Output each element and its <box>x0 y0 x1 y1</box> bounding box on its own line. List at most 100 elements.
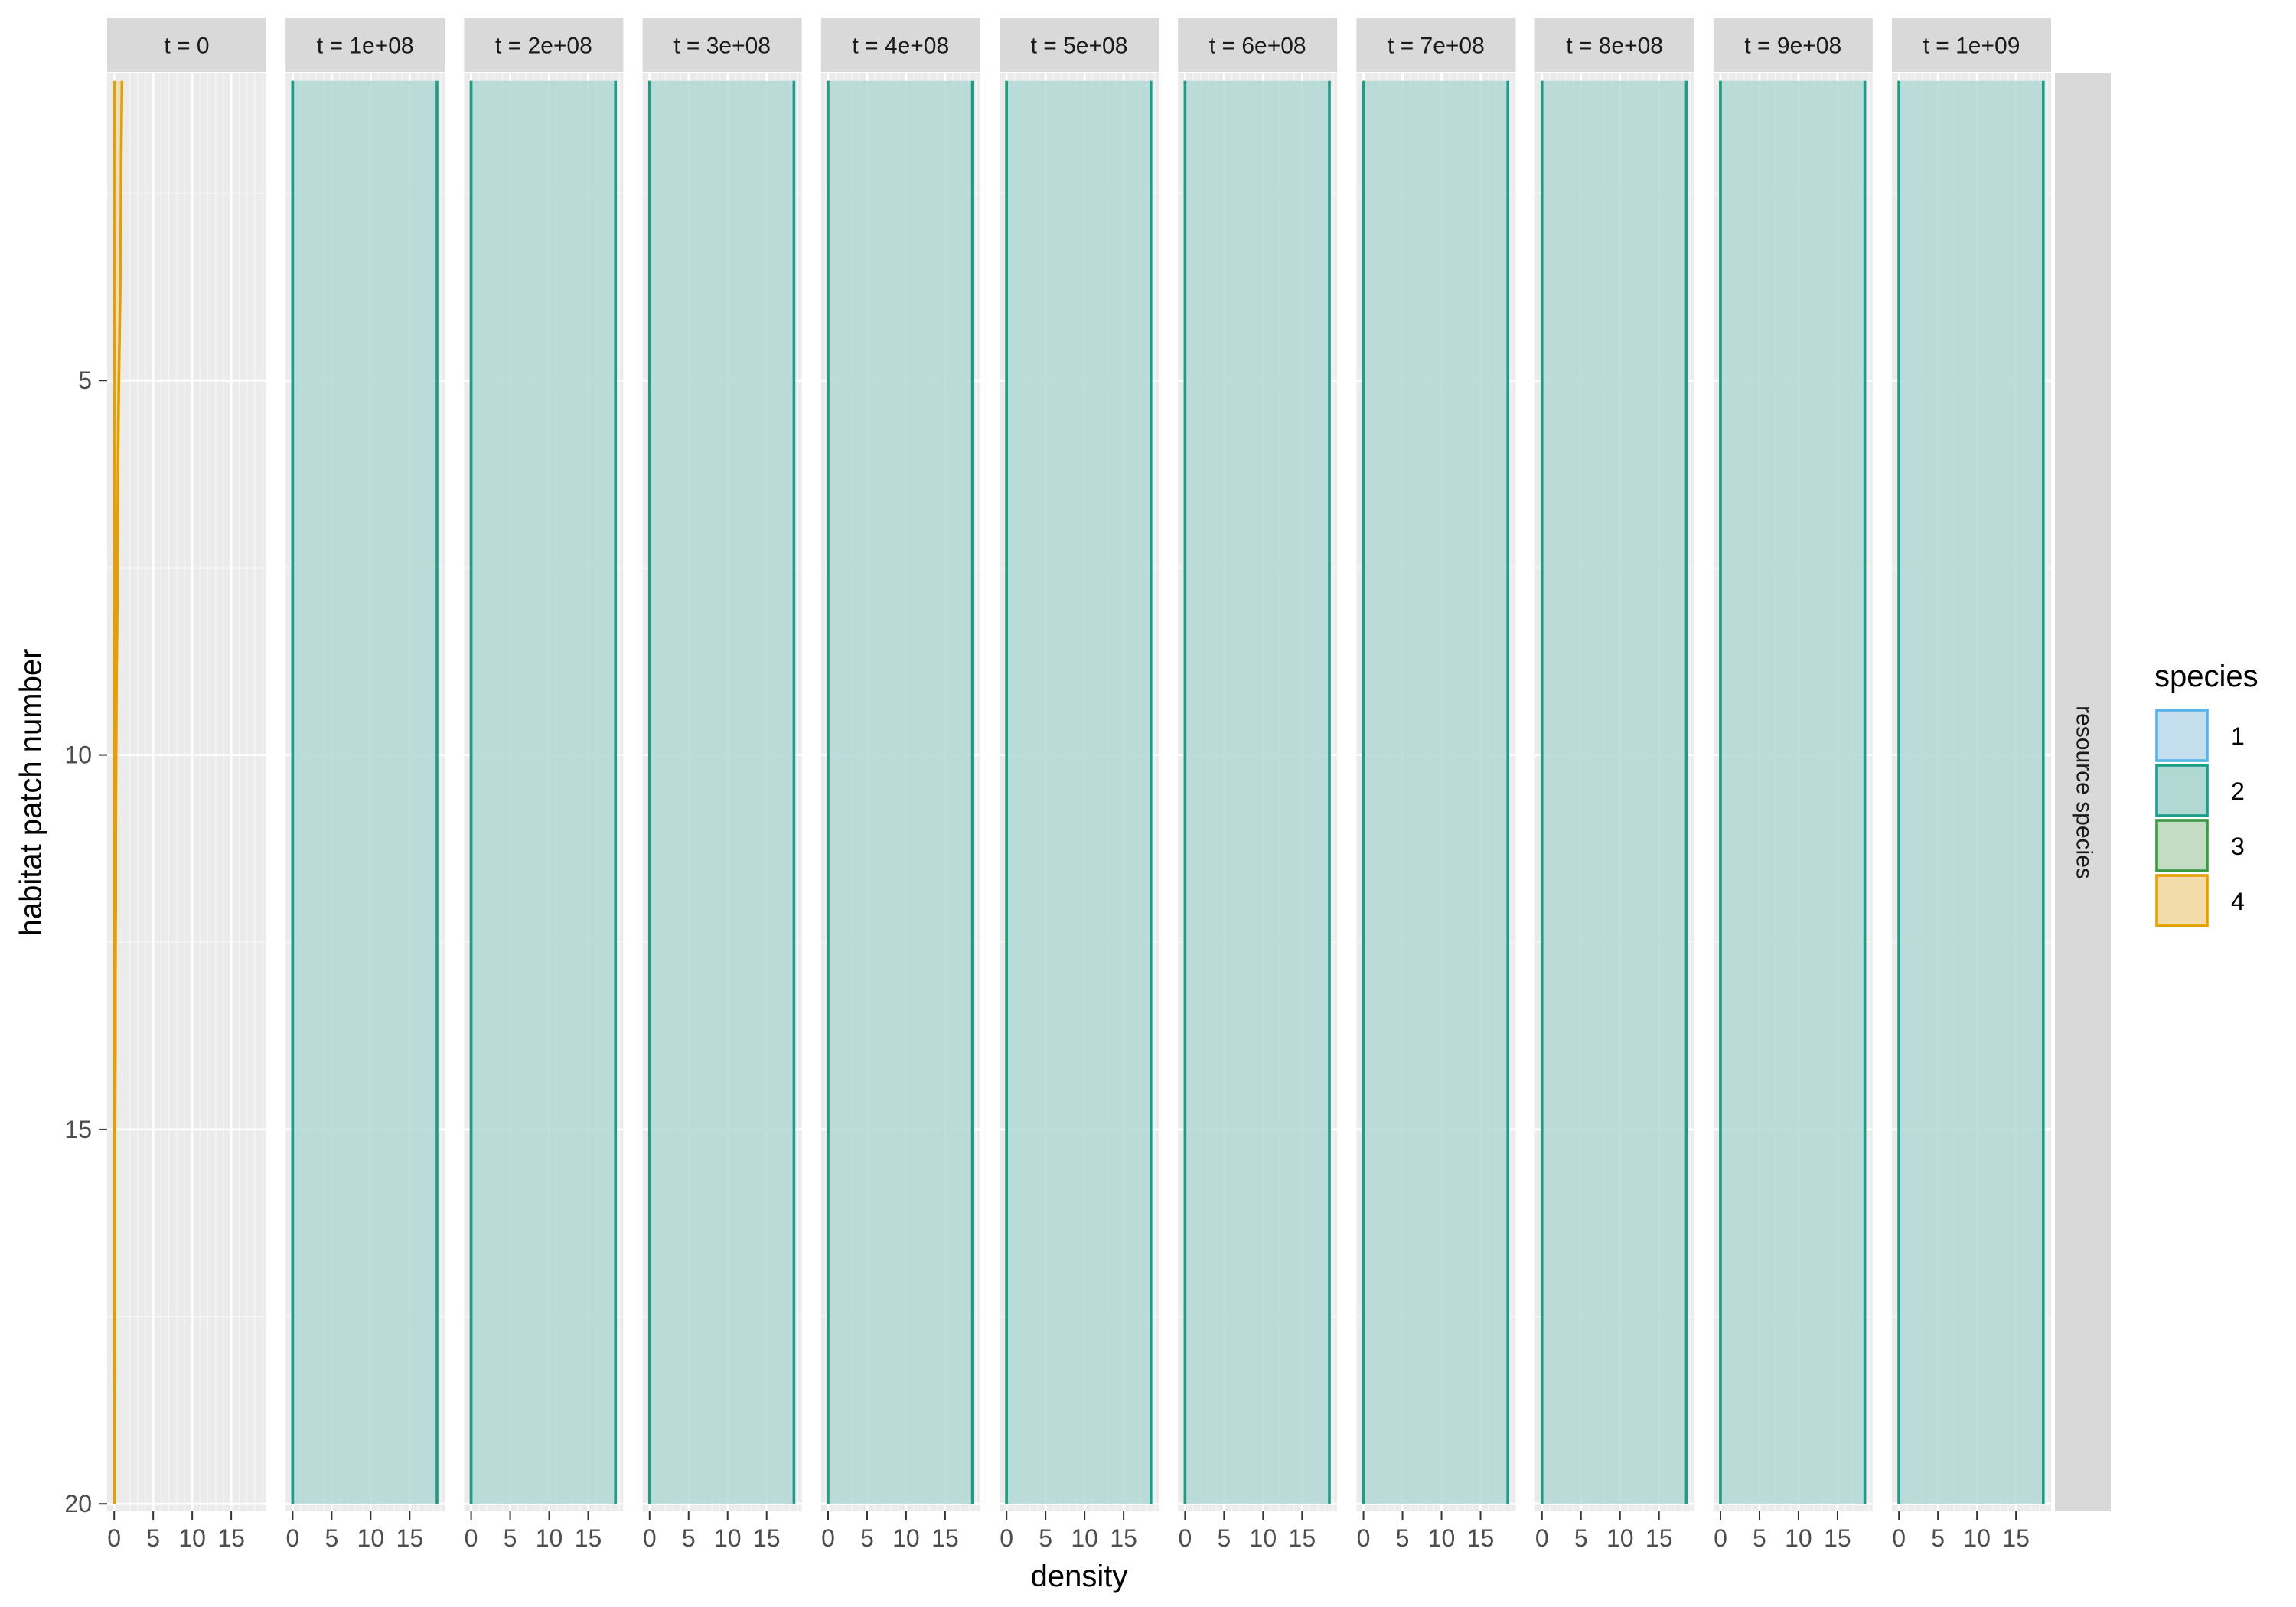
facet-strip <box>1534 18 1694 72</box>
legend-key-3: 3 <box>2155 819 2245 872</box>
x-tick-label: 5 <box>860 1524 874 1552</box>
facet-panels: t = 0 t = 1e+08 t = 2e+08 t = 3e+08 t = 4e+0… <box>107 18 2051 1511</box>
x-axis: 0 5 10 15 <box>821 1511 959 1552</box>
x-tick-label: 0 <box>465 1524 478 1552</box>
legend-label: 2 <box>2231 777 2245 805</box>
x-tick-label: 10 <box>1963 1524 1991 1552</box>
x-axis: 0 5 10 15 <box>107 1511 245 1552</box>
x-tick-label: 15 <box>217 1524 245 1552</box>
facet-strip <box>642 18 802 72</box>
species-2-area <box>1363 80 1508 1504</box>
facet-strip-label: t = 7e+08 <box>1388 34 1485 59</box>
x-tick-label: 15 <box>1110 1524 1137 1552</box>
facet-strip <box>1713 18 1873 72</box>
x-tick-label: 15 <box>1467 1524 1495 1552</box>
y-tick-label: 20 <box>64 1490 92 1517</box>
species-2-area <box>1006 80 1151 1504</box>
x-tick-label: 5 <box>1039 1524 1052 1552</box>
facet-panel: t = 5e+08 <box>1000 18 1159 1511</box>
x-tick-label: 10 <box>1606 1524 1634 1552</box>
x-axes: 0 5 10 15 0 5 10 15 0 5 10 15 0 5 10 15 0 5 10 15 0 5 10 15 0 5 10… <box>107 1511 2030 1552</box>
x-tick-label: 10 <box>714 1524 742 1552</box>
panel-background <box>107 73 266 1511</box>
x-axis: 0 5 10 15 <box>643 1511 781 1552</box>
x-tick-label: 0 <box>821 1524 835 1552</box>
x-tick-label: 0 <box>1178 1524 1192 1552</box>
facet-strip-label: t = 1e+08 <box>317 34 414 59</box>
x-tick-label: 5 <box>1574 1524 1588 1552</box>
species-2-area <box>471 80 616 1504</box>
row-strip-label: resource species <box>2072 706 2097 879</box>
x-tick-label: 5 <box>682 1524 696 1552</box>
facet-strip <box>1000 18 1159 72</box>
x-tick-label: 0 <box>1357 1524 1371 1552</box>
species-2-area <box>1720 80 1865 1504</box>
legend-key-1: 1 <box>2155 709 2245 762</box>
x-axis: 0 5 10 15 <box>1178 1511 1316 1552</box>
facet-strip-label: t = 1e+09 <box>1923 34 2020 59</box>
species-2-area <box>1541 80 1687 1504</box>
facet-panel: t = 1e+08 <box>285 18 445 1511</box>
facet-panel: t = 4e+08 <box>820 18 980 1511</box>
x-tick-label: 15 <box>2002 1524 2030 1552</box>
facet-strip-label: t = 5e+08 <box>1031 34 1128 59</box>
facet-strip <box>464 18 624 72</box>
facet-panel: t = 2e+08 <box>464 18 624 1511</box>
facet-panel: t = 1e+09 <box>1892 18 2051 1511</box>
x-axis: 0 5 10 15 <box>1535 1511 1673 1552</box>
y-tick-label: 15 <box>64 1116 92 1143</box>
x-tick-label: 5 <box>1753 1524 1766 1552</box>
x-axis: 0 5 10 15 <box>1714 1511 1851 1552</box>
facet-strip <box>1178 18 1338 72</box>
legend-label: 3 <box>2231 833 2245 860</box>
x-tick-label: 0 <box>643 1524 657 1552</box>
facet-strip-label: t = 3e+08 <box>673 34 771 59</box>
x-tick-label: 5 <box>1217 1524 1231 1552</box>
x-axis: 0 5 10 15 <box>285 1511 423 1552</box>
x-tick-label: 10 <box>1785 1524 1812 1552</box>
facet-strip-label: t = 8e+08 <box>1566 34 1663 59</box>
x-tick-label: 0 <box>1714 1524 1727 1552</box>
x-tick-label: 15 <box>1645 1524 1673 1552</box>
x-tick-label: 10 <box>1250 1524 1277 1552</box>
facet-strip <box>285 18 445 72</box>
facet-strip-label: t = 2e+08 <box>495 34 592 59</box>
facet-panel: t = 6e+08 <box>1178 18 1338 1511</box>
x-tick-label: 0 <box>1892 1524 1906 1552</box>
x-tick-label: 5 <box>1931 1524 1945 1552</box>
legend-label: 1 <box>2231 722 2245 750</box>
facet-panel: t = 3e+08 <box>642 18 802 1511</box>
species-2-area <box>649 80 794 1504</box>
x-tick-label: 5 <box>504 1524 517 1552</box>
x-tick-label: 15 <box>753 1524 781 1552</box>
legend-swatch <box>2155 709 2209 762</box>
y-tick-label: 10 <box>64 742 92 769</box>
x-tick-label: 5 <box>146 1524 160 1552</box>
y-tick-label: 5 <box>78 367 92 394</box>
x-tick-label: 10 <box>1428 1524 1456 1552</box>
facet-strip <box>1356 18 1516 72</box>
x-axis: 0 5 10 15 <box>1892 1511 2030 1552</box>
x-axis-title: density <box>1031 1560 1128 1593</box>
x-tick-label: 15 <box>575 1524 602 1552</box>
x-tick-label: 0 <box>107 1524 121 1552</box>
x-axis: 0 5 10 15 <box>1357 1511 1495 1552</box>
species-2-area <box>1899 80 2043 1504</box>
x-tick-label: 10 <box>1071 1524 1098 1552</box>
x-tick-label: 0 <box>1535 1524 1549 1552</box>
facet-panel: t = 0 <box>107 18 266 1511</box>
legend-keys: 1 2 3 4 <box>2155 709 2245 927</box>
facet-strip-label: t = 0 <box>164 34 209 59</box>
x-tick-label: 15 <box>931 1524 959 1552</box>
legend-swatch <box>2155 819 2209 872</box>
species-4-area <box>114 80 122 1504</box>
x-tick-label: 10 <box>892 1524 920 1552</box>
facet-strip <box>1892 18 2051 72</box>
facet-strip-label: t = 4e+08 <box>852 34 949 59</box>
x-tick-label: 10 <box>178 1524 206 1552</box>
x-axis: 0 5 10 15 <box>1000 1511 1137 1552</box>
species-2-area <box>827 80 973 1504</box>
facet-panel: t = 8e+08 <box>1534 18 1694 1511</box>
row-strip: resource species <box>2055 73 2111 1511</box>
